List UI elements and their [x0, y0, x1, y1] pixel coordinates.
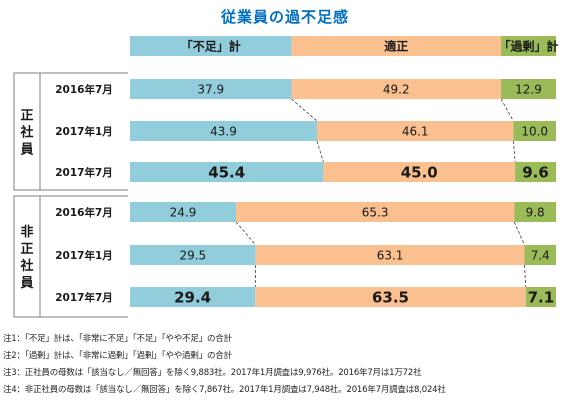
- group-label-1: 正社員: [19, 109, 33, 158]
- data-label: 9.8: [526, 206, 545, 220]
- guide-line: [291, 98, 318, 122]
- guide-line: [524, 264, 527, 288]
- data-label: 12.9: [515, 83, 542, 97]
- bar-segment: [255, 287, 526, 307]
- row-label: 2017年1月: [55, 249, 113, 262]
- data-label: 49.2: [383, 83, 410, 97]
- data-label: 45.4: [208, 164, 245, 182]
- group-frame-1: [13, 72, 128, 191]
- footnote-3: 注3：正社員の母数は「該当なし／無回答」を除く9,883社。2017年1月調査は…: [3, 368, 422, 378]
- bar-segment: [130, 245, 256, 265]
- group-frame-2: [13, 195, 128, 318]
- data-label: 63.5: [372, 289, 409, 307]
- bar-segment: [255, 245, 525, 265]
- data-label: 9.6: [522, 164, 549, 182]
- legend-swatch-2: [291, 36, 502, 56]
- legend-label-3: 「過剰」計: [499, 39, 559, 54]
- bar-segment: [501, 79, 556, 99]
- bar-segment: [515, 162, 556, 182]
- row-label: 2016年7月: [55, 83, 113, 96]
- data-label: 63.1: [377, 249, 404, 263]
- data-label: 46.1: [402, 125, 429, 139]
- data-label: 43.9: [210, 125, 237, 139]
- guide-line: [500, 98, 514, 122]
- bar-segment: [323, 162, 516, 182]
- footnotes: 注1：「不足」計は、「非常に不足」「不足」「やや不足」の合計 注2：「過剰」計は…: [3, 331, 568, 399]
- data-label: 65.3: [362, 206, 389, 220]
- data-label: 29.5: [179, 249, 206, 263]
- guide-line: [316, 140, 324, 163]
- bar-segment: [130, 287, 256, 307]
- bar-segment: [130, 121, 318, 141]
- bar-segment: [130, 162, 324, 182]
- legend-swatch-1: [130, 36, 292, 56]
- guide-line: [235, 221, 256, 246]
- data-label: 7.4: [531, 249, 550, 263]
- bar-segment: [130, 79, 292, 99]
- group-label-2: 非正社員: [19, 224, 33, 291]
- bar-segment: [130, 202, 237, 222]
- bar-segment: [525, 287, 556, 307]
- data-label: 24.9: [170, 206, 197, 220]
- bar-segment: [236, 202, 515, 222]
- data-label: 29.4: [174, 289, 211, 307]
- row-label: 2017年7月: [55, 166, 113, 179]
- guide-line: [513, 140, 516, 163]
- row-label: 2017年1月: [55, 125, 113, 138]
- row-label: 2017年7月: [55, 291, 113, 304]
- legend-label-2: 適正: [384, 39, 408, 54]
- legend-label-1: 「不足」計: [181, 39, 241, 54]
- footnote-4: 注4：非正社員の母数は「該当なし／無回答」を除く7,867社。2017年1月調査…: [3, 385, 446, 395]
- data-label: 10.0: [521, 125, 548, 139]
- row-label: 2016年7月: [55, 206, 113, 219]
- data-label: 37.9: [197, 83, 224, 97]
- guide-line: [513, 221, 525, 246]
- footnote-2: 注2：「過剰」計は、「非常に過剰」「過剰」「やや過剰」の合計: [3, 351, 232, 361]
- footnote-1: 注1：「不足」計は、「非常に不足」「不足」「やや不足」の合計: [3, 334, 232, 344]
- legend-swatch-3: [501, 36, 556, 56]
- chart-title: 従業員の過不足感: [220, 8, 349, 26]
- bar-segment: [514, 202, 556, 222]
- bar-segment: [291, 79, 502, 99]
- bar-segment: [513, 121, 556, 141]
- data-label: 45.0: [401, 164, 438, 182]
- bar-segment: [317, 121, 514, 141]
- data-label: 7.1: [528, 289, 555, 307]
- bar-segment: [524, 245, 556, 265]
